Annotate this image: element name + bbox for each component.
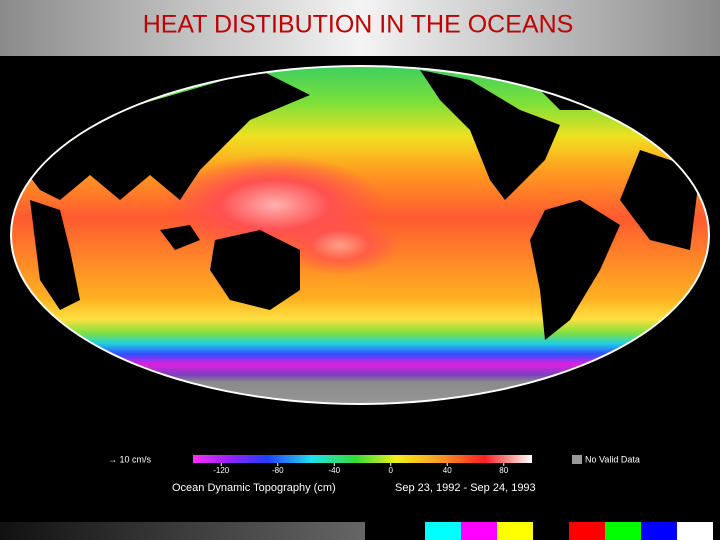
- ocean-map: [10, 65, 710, 405]
- map-legend: → 10 cm/s No Valid Data Ocean Dynamic To…: [108, 454, 640, 494]
- colorbar-tick-label: 80: [499, 466, 508, 475]
- colorbar-caption: Ocean Dynamic Topography (cm): [172, 482, 336, 494]
- colorbar-tick-label: 40: [443, 466, 452, 475]
- title-bar: [0, 0, 720, 56]
- no-data-swatch: [572, 455, 582, 464]
- footer-strip: [0, 522, 713, 540]
- slide-title: HEAT DISTIBUTION IN THE OCEANS: [143, 11, 574, 39]
- colorbar-tick-label: -40: [328, 466, 340, 475]
- no-data-label: No Valid Data: [585, 454, 640, 464]
- colorbar-tick-label: 0: [389, 466, 394, 475]
- colorbar-tick-label: -120: [213, 466, 230, 475]
- vector-scale-label: → 10 cm/s: [108, 454, 152, 464]
- colorbar-tick-label: -80: [272, 466, 284, 475]
- date-range: Sep 23, 1992 - Sep 24, 1993: [395, 482, 536, 494]
- colorbar: [193, 455, 532, 463]
